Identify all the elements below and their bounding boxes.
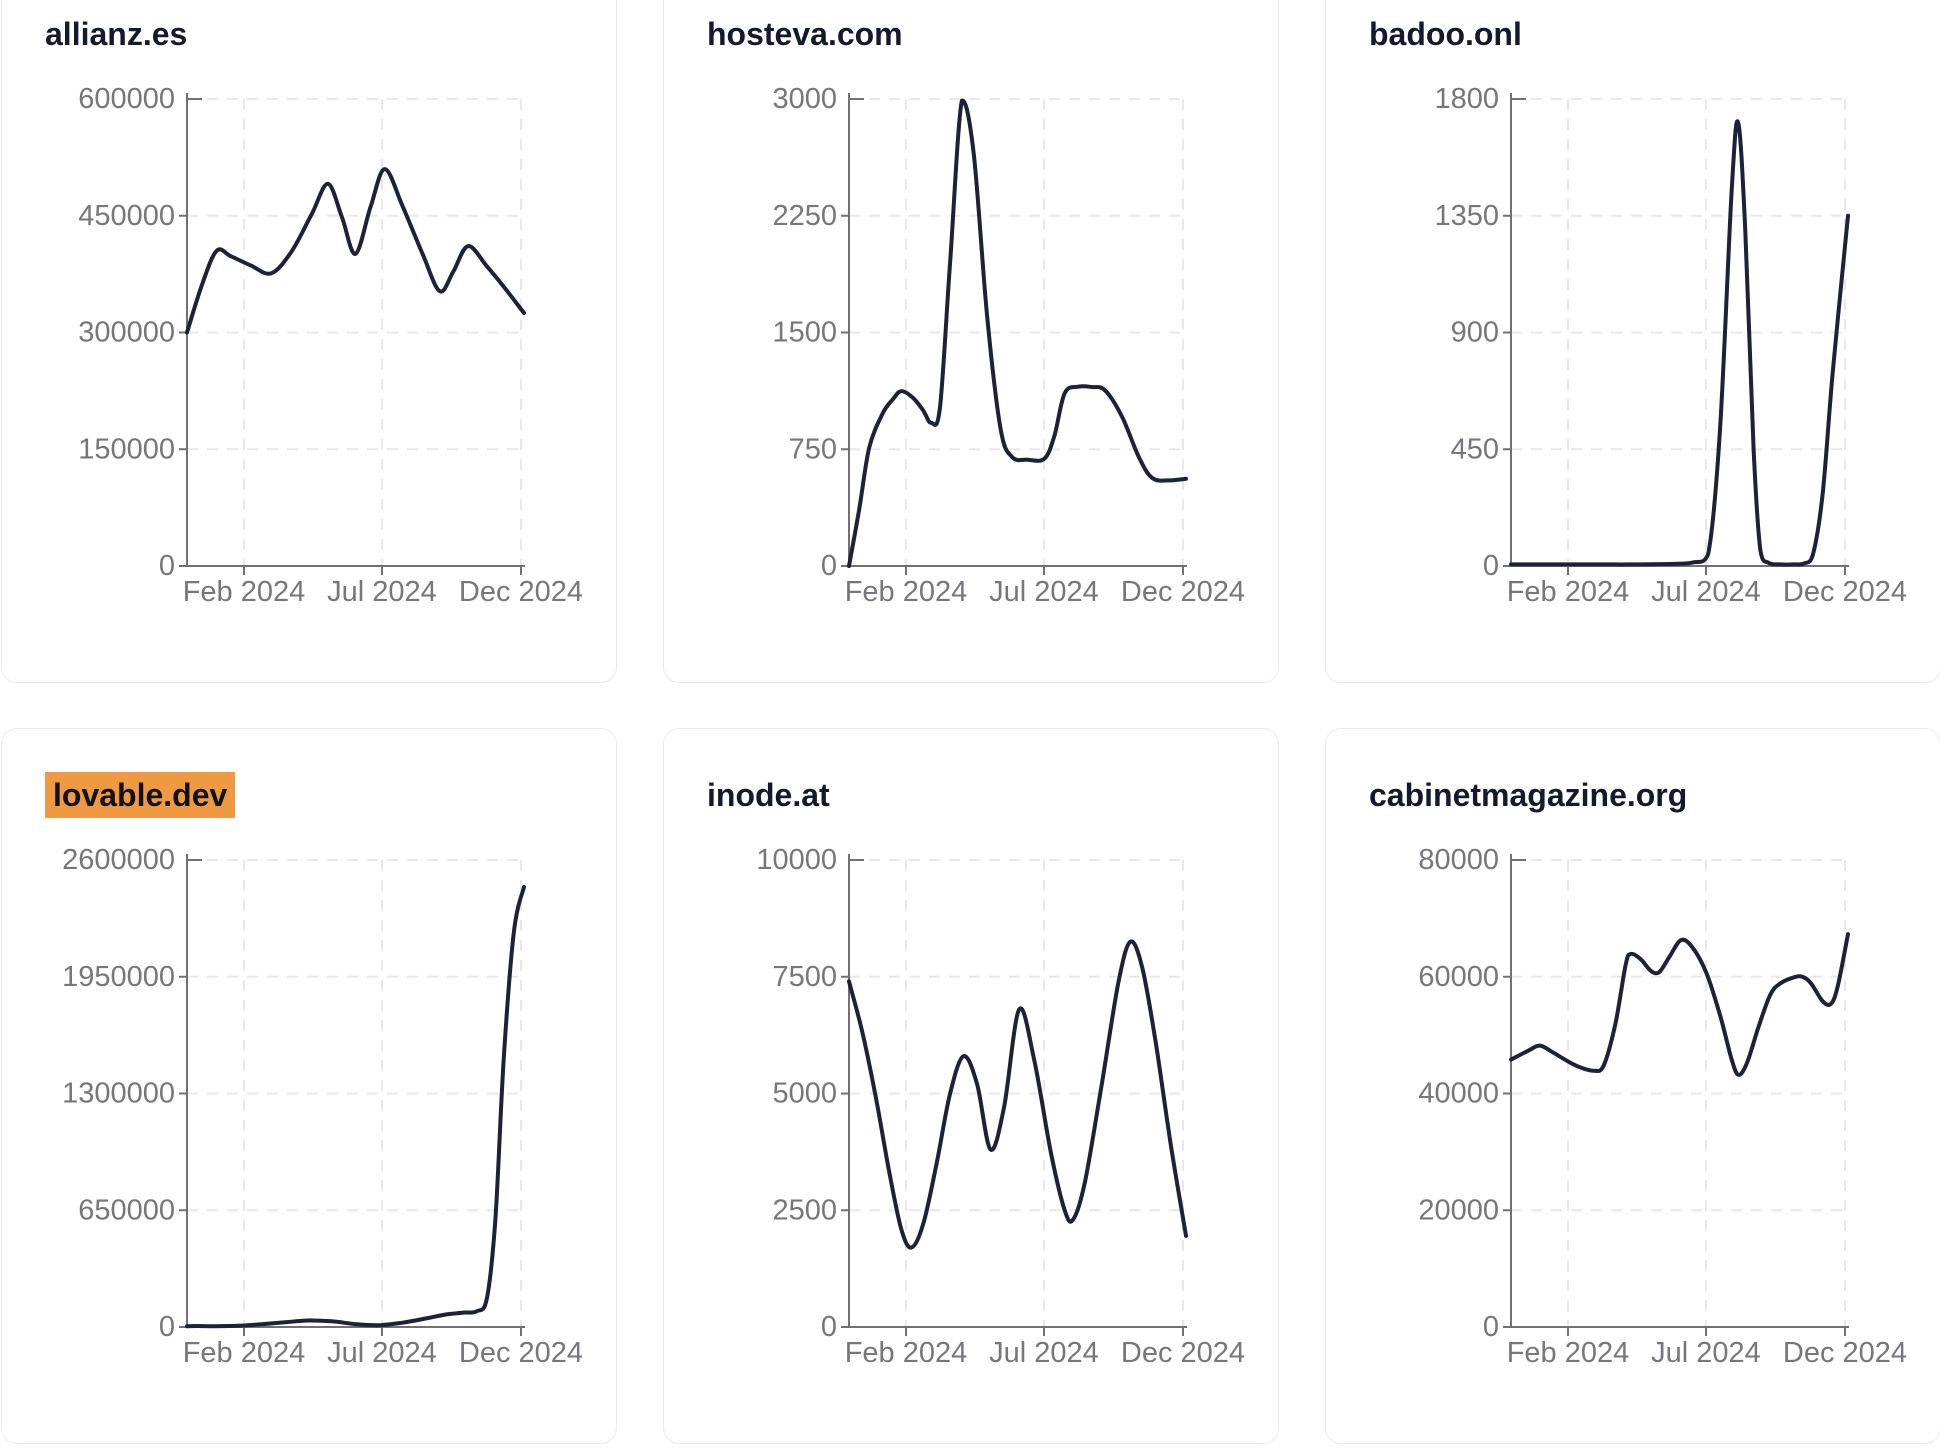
x-tick-label: Jul 2024 (327, 576, 437, 608)
y-tick-label: 1300000 (62, 1078, 175, 1110)
x-tick-label: Jul 2024 (327, 1337, 437, 1369)
x-tick-label: Jul 2024 (989, 576, 1099, 608)
domain-title-label: hosteva.com (707, 16, 903, 52)
domain-title[interactable]: allianz.es (45, 18, 187, 50)
y-tick-label: 0 (1483, 550, 1499, 582)
y-tick-label: 0 (821, 1311, 837, 1343)
line-chart: 0 20000 40000 60000 80000 Feb 2024 Jul 2024 Dec… (1418, 844, 1907, 1369)
domain-title-label: badoo.onl (1369, 16, 1522, 52)
series-line (847, 939, 1188, 1250)
x-tick-label: Dec 2024 (1121, 1337, 1245, 1369)
x-tick-label: Feb 2024 (183, 576, 306, 608)
y-tick-label: 40000 (1418, 1078, 1499, 1110)
x-tick-label: Jul 2024 (1651, 1337, 1761, 1369)
series-line (1509, 119, 1850, 567)
y-tick-label: 650000 (78, 1194, 175, 1226)
y-tick-label: 2600000 (62, 844, 175, 876)
y-tick-label: 900 (1451, 317, 1499, 349)
series-line (185, 884, 526, 1329)
line-chart: 0 650000 1300000 1950000 2600000 Feb 2024 Jul … (62, 844, 583, 1369)
series-line (185, 167, 526, 335)
y-tick-label: 1950000 (62, 961, 175, 993)
line-chart: 0 750 1500 2250 3000 Feb 2024 Jul 2024 Dec 2024 (772, 83, 1245, 608)
x-tick-label: Feb 2024 (1507, 1337, 1630, 1369)
line-chart: 0 450 900 1350 1800 Feb 2024 Jul 2024 Dec 2024 (1434, 83, 1907, 608)
x-tick-label: Feb 2024 (183, 1337, 306, 1369)
y-tick-label: 600000 (78, 83, 175, 115)
y-tick-label: 150000 (78, 433, 175, 465)
y-tick-label: 450 (1451, 433, 1499, 465)
y-tick-label: 20000 (1418, 1194, 1499, 1226)
y-tick-label: 60000 (1418, 961, 1499, 993)
domain-title[interactable]: badoo.onl (1369, 18, 1522, 50)
x-tick-label: Dec 2024 (1783, 576, 1907, 608)
x-tick-label: Dec 2024 (459, 1337, 583, 1369)
y-tick-label: 0 (159, 550, 175, 582)
domain-title-highlighted[interactable]: lovable.dev (45, 772, 236, 818)
x-tick-label: Feb 2024 (1507, 576, 1630, 608)
y-tick-label: 0 (821, 550, 837, 582)
domain-title-label: lovable.dev (45, 772, 236, 818)
domain-title[interactable]: inode.at (707, 779, 830, 811)
y-tick-label: 5000 (772, 1078, 837, 1110)
domain-title[interactable]: hosteva.com (707, 18, 903, 50)
y-tick-label: 2250 (772, 200, 837, 232)
domain-title-label: inode.at (707, 777, 830, 813)
x-tick-label: Jul 2024 (1651, 576, 1761, 608)
y-tick-label: 3000 (772, 83, 837, 115)
y-tick-label: 750 (789, 433, 837, 465)
chart-card-badoo: badoo.onl 0 450 900 1350 1800 Feb 2024 Jul 202… (1325, 0, 1940, 683)
chart-card-cabinetmagazine: cabinetmagazine.org 0 20000 40000 60000 8000… (1325, 728, 1940, 1444)
chart-card-lovable: lovable.dev 0 650000 1300000 1950000 2600000… (1, 728, 617, 1444)
line-chart: 0 2500 5000 7500 10000 Feb 2024 Jul 2024 Dec 20… (756, 844, 1245, 1369)
series-line (1509, 932, 1850, 1077)
chart-card-inode: inode.at 0 2500 5000 7500 10000 Feb 2024 Jul 2… (663, 728, 1279, 1444)
x-tick-label: Dec 2024 (459, 576, 583, 608)
domain-title-label: cabinetmagazine.org (1369, 777, 1688, 813)
x-tick-label: Feb 2024 (845, 1337, 968, 1369)
y-tick-label: 450000 (78, 200, 175, 232)
line-chart: 0 150000 300000 450000 600000 Feb 2024 Jul 202… (78, 83, 583, 608)
y-tick-label: 7500 (772, 961, 837, 993)
y-tick-label: 300000 (78, 317, 175, 349)
y-tick-label: 1350 (1434, 200, 1499, 232)
chart-card-hosteva: hosteva.com 0 750 1500 2250 3000 Feb 2024 Jul … (663, 0, 1279, 683)
y-tick-label: 0 (159, 1311, 175, 1343)
y-tick-label: 1800 (1434, 83, 1499, 115)
y-tick-label: 1500 (772, 317, 837, 349)
x-tick-label: Jul 2024 (989, 1337, 1099, 1369)
x-tick-label: Dec 2024 (1121, 576, 1245, 608)
chart-card-allianz: allianz.es 0 150000 300000 450000 600000 Feb … (1, 0, 617, 683)
domain-title-label: allianz.es (45, 16, 188, 52)
y-tick-label: 10000 (756, 844, 837, 876)
series-line (847, 98, 1188, 568)
y-tick-label: 0 (1483, 1311, 1499, 1343)
x-tick-label: Dec 2024 (1783, 1337, 1907, 1369)
y-tick-label: 80000 (1418, 844, 1499, 876)
domain-title[interactable]: cabinetmagazine.org (1369, 779, 1687, 811)
y-tick-label: 2500 (772, 1194, 837, 1226)
x-tick-label: Feb 2024 (845, 576, 968, 608)
